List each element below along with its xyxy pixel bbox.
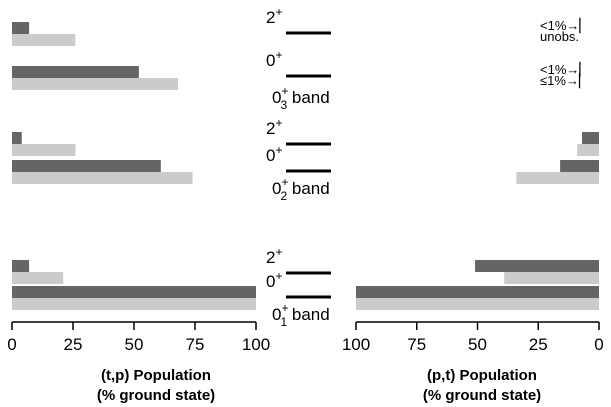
tp-bar-dark bbox=[12, 22, 30, 34]
tp-tick-label: 50 bbox=[125, 335, 144, 354]
bars-layer: <1%→▏unobs.<1%→▏≤1%→▏ bbox=[12, 17, 599, 310]
pt-bar-light bbox=[577, 144, 599, 156]
tp-axis-title: (t,p) Population bbox=[101, 367, 211, 384]
tp-tick-label: 100 bbox=[242, 335, 270, 354]
axes-layer: 0 25 50 75 100 (t,p) Population (% ground stat… bbox=[7, 321, 604, 404]
pt-axis-title: (p,t) Population bbox=[427, 367, 537, 384]
level-spin-label: 0+ bbox=[266, 143, 282, 165]
band-label: 0+ 2 band bbox=[272, 175, 330, 203]
tp-bar-dark bbox=[12, 260, 30, 272]
tp-bar-light bbox=[12, 34, 76, 46]
pt-tick-label: 75 bbox=[407, 335, 426, 354]
band-label: 0+ 1 band bbox=[272, 301, 330, 329]
level-spin-label: 0+ bbox=[266, 269, 282, 291]
tp-axis-subtitle: (% ground state) bbox=[97, 387, 215, 404]
pt-axis-subtitle: (% ground state) bbox=[423, 387, 541, 404]
band-label: 0+ 3 band bbox=[272, 84, 330, 112]
tp-bar-light bbox=[12, 78, 178, 90]
tp-bar-dark bbox=[12, 286, 256, 298]
pt-tick-label: 100 bbox=[342, 335, 370, 354]
tp-bar-dark bbox=[12, 66, 139, 78]
level-spin-label: 2+ bbox=[266, 5, 282, 27]
pt-tick-label: 50 bbox=[468, 335, 487, 354]
pt-tick-label: 25 bbox=[529, 335, 548, 354]
pt-bar-dark bbox=[581, 132, 599, 144]
level-spin-label: 0+ bbox=[266, 48, 282, 70]
tp-bar-light bbox=[12, 272, 64, 284]
tp-bar-dark bbox=[12, 132, 22, 144]
pt-unobserved-note: <1%→▏ bbox=[540, 17, 589, 34]
pt-bar-dark bbox=[560, 160, 599, 172]
pt-unobserved-note: unobs. bbox=[540, 29, 579, 44]
level-spin-label: 2+ bbox=[266, 245, 282, 267]
tp-bar-light bbox=[12, 144, 76, 156]
pt-bar-light bbox=[504, 272, 599, 284]
pt-bar-light bbox=[516, 172, 599, 184]
level-spin-label: 2+ bbox=[266, 116, 282, 138]
tp-tick-label: 75 bbox=[186, 335, 205, 354]
tp-bar-light bbox=[12, 298, 256, 310]
pt-bar-light bbox=[356, 298, 599, 310]
pt-bar-dark bbox=[475, 260, 599, 272]
tp-bar-dark bbox=[12, 160, 161, 172]
tp-bar-light bbox=[12, 172, 193, 184]
pt-tick-label: 0 bbox=[594, 335, 603, 354]
pt-unobserved-note: ≤1%→▏ bbox=[540, 72, 589, 89]
pt-bar-dark bbox=[356, 286, 599, 298]
pt-unobserved-note: <1%→▏ bbox=[540, 61, 589, 78]
tp-tick-label: 0 bbox=[7, 335, 16, 354]
tp-tick-label: 25 bbox=[64, 335, 83, 354]
